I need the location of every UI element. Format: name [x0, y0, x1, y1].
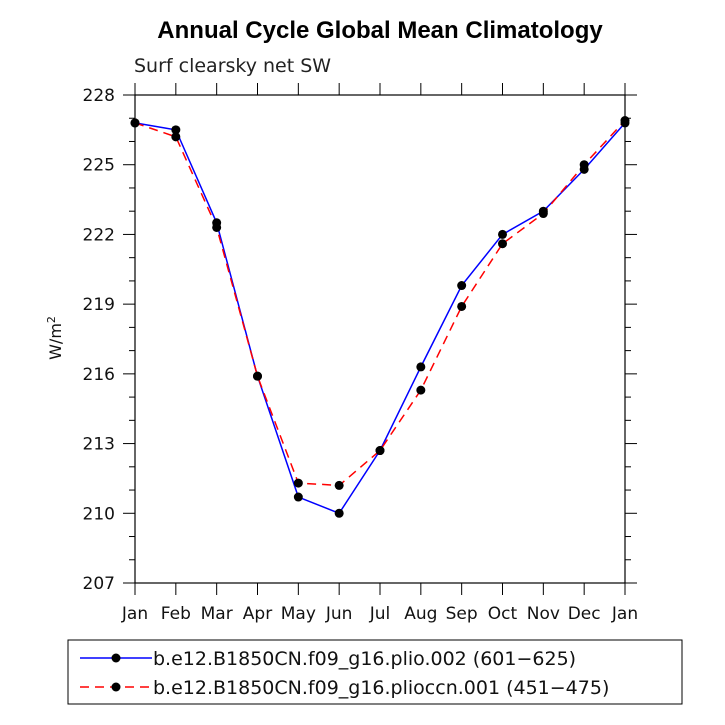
- series-2-point: [212, 222, 222, 232]
- legend-box: [67, 639, 683, 705]
- series-1-point: [293, 492, 303, 502]
- x-tick-label: Oct: [488, 604, 518, 624]
- series-2-point: [416, 385, 426, 395]
- y-tick-label: 225: [83, 156, 115, 176]
- chart-title: Annual Cycle Global Mean Climatology: [157, 17, 603, 44]
- y-tick-label: 228: [83, 86, 115, 106]
- series-2-point: [253, 371, 262, 381]
- y-tick-label: 222: [83, 225, 115, 245]
- legend: b.e12.B1850CN.f09_g16.plio.002 (601−625)…: [67, 639, 683, 705]
- series-1-point: [498, 229, 507, 239]
- y-tick-labels: 207 210 213 216 219 222 225 228: [83, 86, 115, 594]
- series-2-point: [334, 480, 344, 490]
- x-tick-labels: Jan Feb Mar Apr May Jun Jul Aug Sep Oct Nov Dec Jan: [121, 604, 638, 624]
- y-axis-label: W/m2: [45, 316, 65, 360]
- plot-frame: [134, 94, 626, 584]
- series-1-point: [334, 508, 344, 518]
- legend-items: b.e12.B1850CN.f09_g16.plio.002 (601−625)…: [80, 648, 609, 699]
- legend-label-2: b.e12.B1850CN.f09_g16.plioccn.001 (451−4…: [153, 677, 609, 699]
- legend-label-1: b.e12.B1850CN.f09_g16.plio.002 (601−625): [153, 648, 576, 670]
- legend-marker-1: [111, 653, 121, 663]
- x-tick-label: Feb: [161, 604, 191, 624]
- series-line-2: [134, 120, 626, 487]
- series-1-point: [416, 362, 426, 372]
- series-1-point: [171, 125, 181, 135]
- series-2-point: [375, 446, 385, 456]
- series-2-point: [579, 160, 589, 170]
- x-tick-label: Jul: [369, 604, 391, 624]
- series-2-point: [293, 478, 303, 488]
- x-tick-label: Aug: [404, 604, 437, 624]
- chart-subtitle: Surf clearsky net SW: [134, 55, 331, 77]
- series-2-point: [538, 209, 548, 219]
- legend-marker-2: [111, 682, 121, 692]
- x-tick-label: Nov: [527, 604, 560, 624]
- axis-ticks: [123, 83, 637, 595]
- series-1-point: [457, 281, 467, 291]
- y-tick-label: 210: [83, 504, 115, 524]
- y-tick-label: 219: [83, 295, 115, 315]
- x-tick-label: Jan: [611, 604, 638, 624]
- x-tick-label: Mar: [201, 604, 233, 624]
- y-tick-label: 213: [83, 435, 115, 455]
- x-tick-label: May: [281, 604, 316, 624]
- x-tick-label: Jun: [325, 604, 353, 624]
- series-2-point: [171, 132, 181, 142]
- y-tick-label: 216: [83, 365, 115, 385]
- series-2-point: [457, 301, 467, 311]
- y-axis-label-base: W/m: [46, 323, 65, 360]
- x-tick-label: Jan: [121, 604, 148, 624]
- y-axis-label-superscript: 2: [45, 316, 58, 323]
- series-layer: [130, 116, 630, 518]
- y-tick-label: 207: [83, 574, 115, 594]
- x-tick-label: Apr: [243, 604, 272, 624]
- x-tick-label: Sep: [446, 604, 478, 624]
- x-tick-label: Dec: [568, 604, 601, 624]
- series-2-point: [498, 239, 507, 249]
